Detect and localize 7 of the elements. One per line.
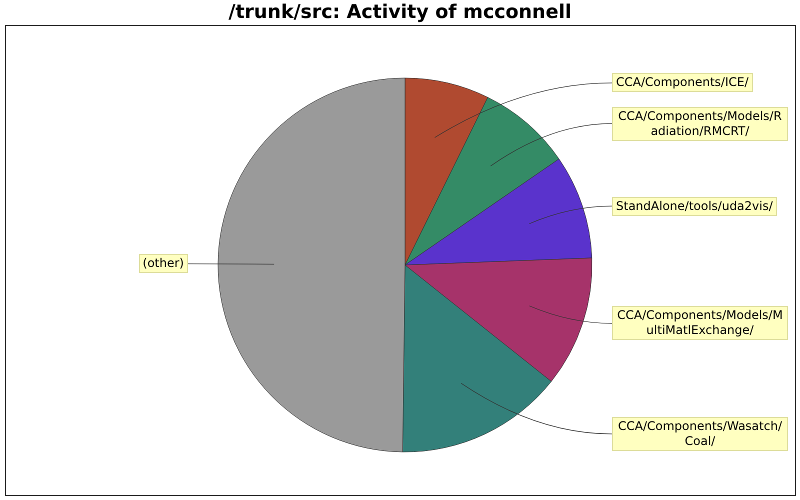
- slice-label: CCA/Components/Models/Radiation/RMCRT/: [612, 106, 788, 141]
- slice-label: CCA/Components/Wasatch/Coal/: [612, 416, 788, 451]
- slice-label: (other): [138, 254, 188, 274]
- chart-title: /trunk/src: Activity of mcconnell: [228, 0, 572, 25]
- slice-label: StandAlone/tools/uda2vis/: [612, 196, 777, 216]
- slice-label: CCA/Components/ICE/: [612, 73, 753, 92]
- slice-label: CCA/Components/Models/MultiMatlExchange/: [612, 306, 788, 340]
